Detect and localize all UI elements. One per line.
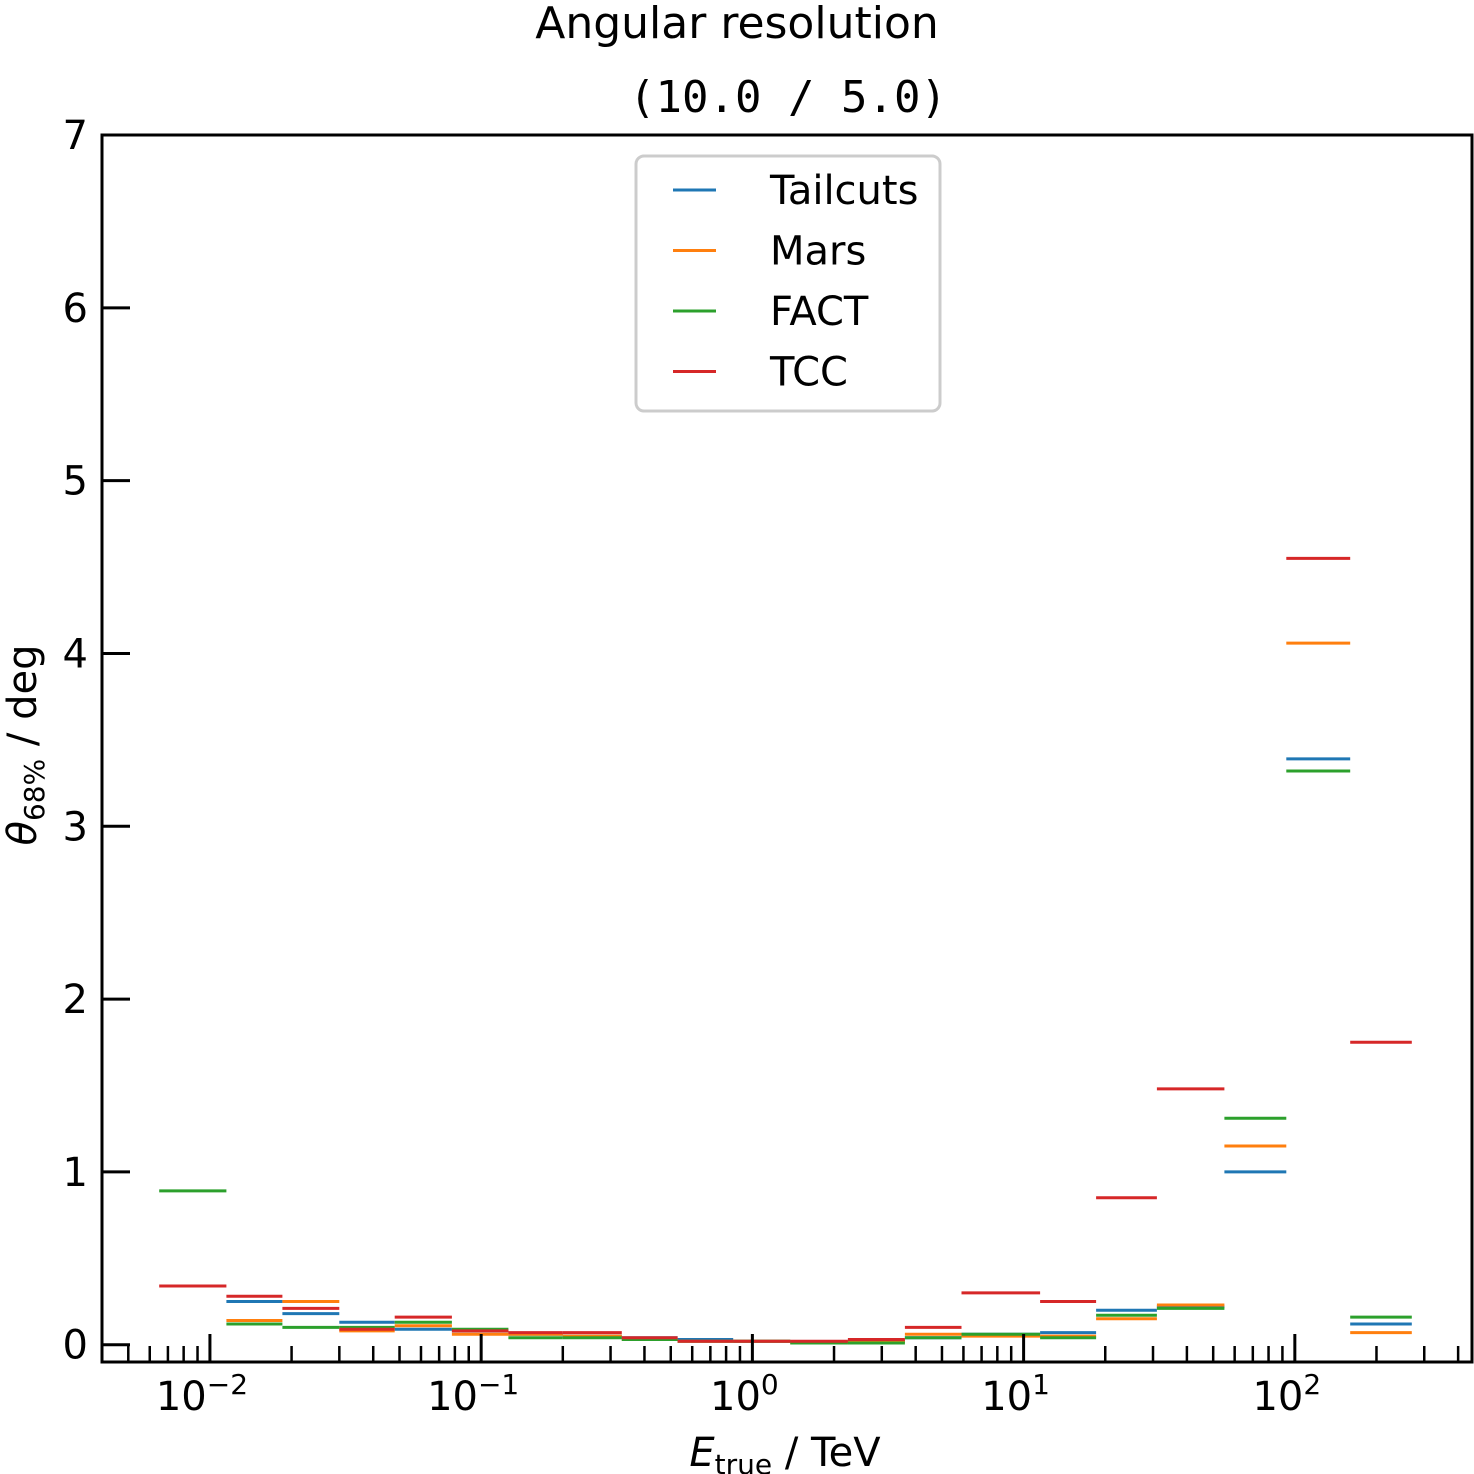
plot-frame [100, 133, 1474, 1364]
x-tick-label-exponent: −1 [478, 1368, 519, 1401]
y-tick-label-5: 5 [63, 459, 88, 505]
series-mars [226, 641, 1412, 1345]
legend: Tailcuts Mars FACT TCC [634, 154, 942, 413]
x-tick-label-base: 10 [156, 1374, 207, 1420]
y-tick-label-1: 1 [63, 1150, 88, 1196]
legend-label-tcc: TCC [769, 350, 848, 396]
x-tick-label-base: 10 [710, 1374, 761, 1420]
y-tick-label-7: 7 [63, 113, 88, 159]
series-layer [159, 556, 1412, 1345]
x-tick-label-1: 10−1 [427, 1368, 519, 1420]
chart-subtitle: (10.0 / 5.0) [629, 72, 947, 123]
x-tick-label-base: 10 [981, 1374, 1032, 1420]
y-axis-label: θ68% / deg [0, 644, 51, 845]
y-axis-label-sub: 68% [18, 759, 51, 821]
x-tick-label-2: 100 [710, 1368, 779, 1420]
legend-label-fact: FACT [770, 289, 869, 335]
y-axis-label-suffix: / deg [0, 644, 46, 758]
y-tick-label-4: 4 [63, 631, 88, 677]
x-tick-label-3: 101 [981, 1368, 1050, 1420]
y-tick-label-0: 0 [63, 1323, 88, 1369]
legend-label-tailcuts: Tailcuts [769, 168, 918, 214]
series-tailcuts [226, 757, 1412, 1344]
y-axis-label-main: θ [0, 821, 46, 845]
x-axis-label-sub: true [715, 1448, 772, 1474]
x-tick-label-exponent: 0 [761, 1368, 779, 1401]
y-tick-label-2: 2 [63, 977, 88, 1023]
legend-label-mars: Mars [770, 229, 866, 275]
y-tick-label-3: 3 [63, 804, 88, 850]
series-fact [159, 769, 1412, 1345]
x-tick-label-base: 10 [427, 1374, 478, 1420]
x-axis-label-main: E [689, 1430, 715, 1474]
x-tick-label-exponent: −2 [207, 1368, 248, 1401]
legend-box [634, 154, 942, 413]
x-tick-label-4: 102 [1252, 1368, 1321, 1420]
x-tick-label-exponent: 1 [1032, 1368, 1050, 1401]
series-tcc [159, 556, 1412, 1343]
x-axis-label: Etrue / TeV [689, 1430, 881, 1474]
chart-title: Angular resolution [535, 0, 939, 49]
x-tick-label-0: 10−2 [156, 1368, 248, 1420]
x-axis-label-suffix: / TeV [772, 1430, 881, 1474]
y-tick-label-6: 6 [63, 286, 88, 332]
x-tick-label-base: 10 [1252, 1374, 1303, 1420]
x-tick-label-exponent: 2 [1303, 1368, 1321, 1401]
